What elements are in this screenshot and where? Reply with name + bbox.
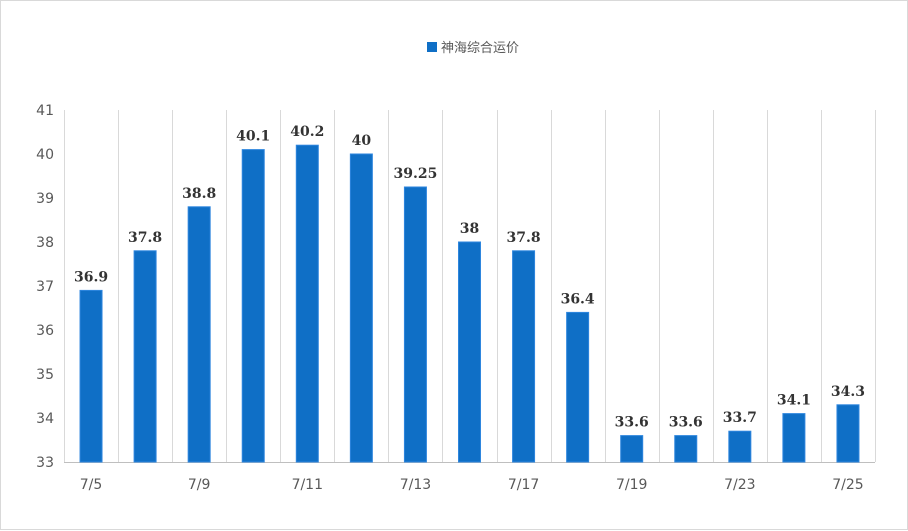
y-tick-label: 39 [36, 191, 54, 207]
bar [836, 404, 860, 463]
x-tick-label: 7/25 [832, 477, 863, 493]
bar [728, 430, 752, 463]
y-tick-label: 41 [36, 103, 54, 119]
y-tick-label: 40 [36, 147, 54, 163]
bar [241, 149, 265, 463]
data-label: 33.6 [669, 415, 703, 431]
data-label: 40 [352, 133, 372, 149]
data-label: 34.3 [831, 384, 865, 400]
legend-label: 神海综合运价 [441, 41, 520, 56]
data-label: 37.8 [128, 230, 162, 246]
x-tick-label: 7/5 [80, 477, 103, 493]
data-label: 40.2 [290, 124, 324, 140]
x-tick-label: 7/17 [508, 477, 539, 493]
data-label: 33.6 [615, 415, 649, 431]
y-tick-label: 33 [36, 455, 54, 471]
y-tick-label: 34 [36, 411, 54, 427]
y-tick-label: 36 [36, 323, 54, 339]
bar [79, 289, 103, 463]
data-label: 36.4 [561, 291, 595, 307]
data-label: 38.8 [182, 186, 216, 202]
data-label: 40.1 [236, 129, 270, 145]
data-label: 33.7 [723, 410, 757, 426]
bar [349, 153, 373, 463]
x-tick-label: 7/13 [400, 477, 431, 493]
y-tick-label: 38 [36, 235, 54, 251]
bar [674, 435, 698, 463]
legend: 神海综合运价 [427, 37, 519, 56]
bar [782, 413, 806, 463]
bar [133, 250, 157, 463]
bar [295, 144, 319, 463]
data-label: 37.8 [507, 230, 541, 246]
data-label: 36.9 [74, 269, 108, 285]
x-tick-label: 7/19 [616, 477, 647, 493]
bar [512, 250, 536, 463]
data-label: 38 [460, 221, 479, 237]
bar [403, 186, 427, 463]
x-tick-label: 7/9 [188, 477, 211, 493]
legend-swatch [427, 41, 437, 52]
y-tick-label: 37 [36, 279, 54, 295]
x-tick-label: 7/11 [292, 477, 323, 493]
x-tick-label: 7/23 [724, 477, 755, 493]
bar [566, 311, 590, 463]
data-label: 34.1 [777, 393, 811, 409]
y-tick-label: 35 [36, 367, 54, 383]
bar [620, 435, 644, 463]
data-label: 39.25 [394, 166, 438, 182]
bar [187, 206, 211, 463]
bar [458, 241, 481, 463]
